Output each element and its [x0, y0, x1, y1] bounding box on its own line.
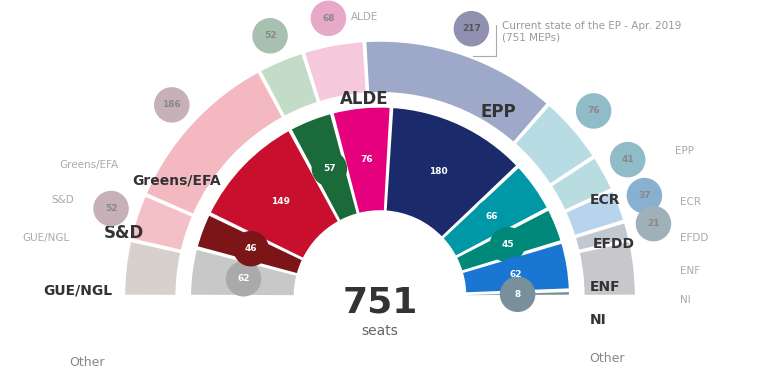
Text: 149: 149: [271, 197, 290, 206]
Text: GUE/NGL: GUE/NGL: [43, 284, 112, 298]
Circle shape: [253, 19, 287, 53]
Text: 186: 186: [163, 100, 181, 109]
Wedge shape: [190, 249, 297, 296]
Text: EFDD: EFDD: [680, 233, 709, 244]
Circle shape: [577, 94, 611, 128]
Text: ECR: ECR: [589, 193, 620, 206]
Text: 57: 57: [323, 164, 336, 173]
Text: Other: Other: [589, 352, 625, 365]
Text: EPP: EPP: [481, 103, 517, 122]
Text: NI: NI: [589, 313, 606, 327]
Circle shape: [490, 228, 524, 262]
Wedge shape: [260, 53, 318, 117]
Wedge shape: [565, 190, 624, 236]
Wedge shape: [332, 107, 391, 214]
Text: 52: 52: [105, 204, 117, 213]
Circle shape: [155, 88, 188, 122]
Circle shape: [499, 257, 533, 291]
Text: 8: 8: [515, 290, 521, 299]
Wedge shape: [578, 241, 636, 296]
Circle shape: [627, 179, 661, 213]
Wedge shape: [465, 291, 570, 296]
Circle shape: [636, 206, 670, 241]
Text: 76: 76: [360, 155, 373, 164]
Text: Other: Other: [69, 356, 105, 369]
Text: 62: 62: [509, 270, 522, 279]
Wedge shape: [575, 222, 629, 251]
Text: 52: 52: [264, 31, 277, 40]
Text: seats: seats: [362, 325, 398, 339]
Text: 180: 180: [429, 167, 448, 176]
Circle shape: [475, 200, 509, 234]
Circle shape: [610, 143, 644, 177]
Text: 37: 37: [638, 191, 651, 200]
Wedge shape: [290, 113, 358, 221]
Text: 41: 41: [622, 155, 634, 164]
Wedge shape: [304, 41, 367, 102]
Text: Greens/EFA: Greens/EFA: [59, 160, 119, 170]
Text: 21: 21: [648, 219, 660, 228]
Text: ENF: ENF: [680, 266, 701, 276]
Text: Greens/EFA: Greens/EFA: [132, 173, 221, 187]
Wedge shape: [385, 107, 518, 238]
Circle shape: [501, 277, 535, 311]
Wedge shape: [442, 167, 548, 257]
Text: ECR: ECR: [680, 197, 701, 206]
Wedge shape: [462, 242, 570, 293]
Text: 217: 217: [462, 24, 481, 33]
Text: Current state of the EP - Apr. 2019
(751 MEPs): Current state of the EP - Apr. 2019 (751…: [502, 21, 682, 43]
Text: 45: 45: [501, 240, 514, 249]
Text: S&D: S&D: [51, 195, 74, 204]
Text: ALDE: ALDE: [340, 90, 389, 108]
Circle shape: [226, 262, 261, 296]
Text: 76: 76: [587, 106, 600, 115]
Text: 751: 751: [342, 285, 418, 319]
Circle shape: [454, 12, 489, 46]
Circle shape: [234, 231, 268, 266]
Text: ALDE: ALDE: [351, 13, 378, 22]
Text: GUE/NGL: GUE/NGL: [23, 233, 70, 244]
Wedge shape: [551, 157, 612, 211]
Text: NI: NI: [680, 296, 691, 305]
Circle shape: [421, 155, 455, 189]
Wedge shape: [210, 130, 339, 259]
Circle shape: [350, 143, 384, 177]
Text: 66: 66: [486, 212, 499, 221]
Wedge shape: [515, 105, 594, 185]
Wedge shape: [146, 72, 283, 215]
Wedge shape: [197, 214, 303, 274]
Text: EPP: EPP: [675, 146, 694, 156]
Text: S&D: S&D: [103, 224, 144, 242]
Circle shape: [264, 184, 298, 219]
Circle shape: [312, 152, 347, 186]
Text: 46: 46: [245, 244, 258, 253]
Circle shape: [94, 192, 128, 226]
Wedge shape: [366, 41, 548, 143]
Text: EFDD: EFDD: [594, 237, 635, 251]
Text: 68: 68: [322, 14, 334, 23]
Wedge shape: [131, 196, 193, 251]
Text: ENF: ENF: [589, 280, 620, 294]
Wedge shape: [124, 241, 182, 296]
Wedge shape: [456, 210, 562, 272]
Text: 62: 62: [237, 274, 250, 283]
Circle shape: [312, 1, 346, 35]
